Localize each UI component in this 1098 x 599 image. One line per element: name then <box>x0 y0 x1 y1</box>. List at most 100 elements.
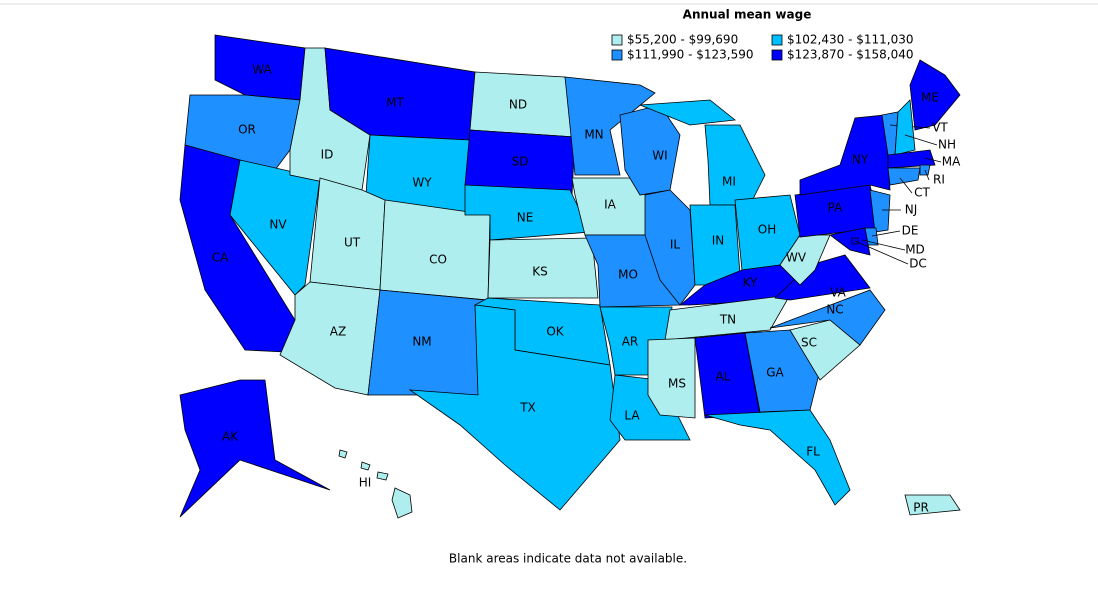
state-label: AK <box>222 430 239 444</box>
state-label: VA <box>830 286 846 300</box>
state-shape <box>391 487 413 519</box>
legend-swatch <box>771 49 783 61</box>
state-shape <box>487 237 599 299</box>
leader-line <box>924 157 942 163</box>
state-label: OK <box>546 325 564 339</box>
state-shape <box>887 167 921 186</box>
legend-label: $111,990 - $123,590 <box>627 48 753 62</box>
state-label: MT <box>386 96 404 110</box>
state-label: IL <box>670 238 681 252</box>
leader-line <box>854 240 909 265</box>
state-label: CA <box>212 251 229 265</box>
state-label: PR <box>913 501 929 515</box>
state-label: DE <box>902 224 919 238</box>
state-shape <box>279 281 381 396</box>
state-shape <box>909 59 961 131</box>
state-label: UT <box>344 236 361 250</box>
state-label: CO <box>429 253 447 267</box>
state-label: NJ <box>905 203 918 217</box>
state-label: ND <box>509 98 527 112</box>
state-label: WY <box>412 176 432 190</box>
state-label: HI <box>359 476 372 490</box>
state-shape <box>779 234 831 286</box>
state-shape <box>647 337 696 419</box>
state-label: KS <box>532 265 548 279</box>
state-label: WA <box>252 63 272 77</box>
state-label: OH <box>758 223 776 237</box>
state-label: KY <box>743 276 758 290</box>
state-label: SC <box>801 336 817 350</box>
state-label: MN <box>584 128 603 142</box>
states: WA OR CA NV ID MT WY UT CO AZ NM ND SD NE KS OK TX MN IA MO… <box>179 34 961 519</box>
legend-swatch <box>611 49 623 61</box>
state-label: NV <box>269 218 287 232</box>
state-label: ME <box>921 91 939 105</box>
state-label: IA <box>604 198 617 212</box>
state-label: NY <box>852 153 869 167</box>
state-shape <box>704 409 851 506</box>
state-label: FL <box>806 445 820 459</box>
state-shape <box>799 114 891 196</box>
state-shape <box>408 304 621 511</box>
state-label: ID <box>321 148 334 162</box>
state-label: IN <box>712 234 725 248</box>
state-label: MO <box>618 268 638 282</box>
state-label: GA <box>766 366 784 380</box>
state-label: TN <box>719 313 736 327</box>
state-label: NE <box>517 211 534 225</box>
state-label: WV <box>786 251 807 265</box>
state-shape <box>769 289 886 346</box>
state-shape <box>309 177 386 291</box>
state-label: NC <box>826 303 843 317</box>
state-label: RI <box>933 173 945 187</box>
state-label: WI <box>652 149 667 163</box>
state-shape <box>869 189 891 233</box>
state-label: NH <box>938 138 956 152</box>
state-shape <box>744 329 821 413</box>
state-label: AL <box>716 370 731 384</box>
legend-label: $123,870 - $158,040 <box>787 48 913 62</box>
state-label: LA <box>624 409 640 423</box>
leader-line <box>871 230 901 237</box>
state-label: OR <box>238 123 256 137</box>
state-label: NM <box>412 335 431 349</box>
leader-line <box>899 177 913 194</box>
state-label: MD <box>905 243 925 257</box>
state-shape <box>338 449 348 459</box>
state-shape <box>829 227 871 256</box>
legend-swatch <box>771 34 783 46</box>
state-shape <box>704 124 766 206</box>
state-shape <box>564 76 656 176</box>
state-label: MI <box>722 175 736 189</box>
state-label: PA <box>828 201 843 215</box>
state-label: MS <box>668 377 686 391</box>
legend-label: $55,200 - $99,690 <box>627 33 738 47</box>
state-label: AZ <box>330 325 346 339</box>
state-label: AR <box>622 335 639 349</box>
state-label: MA <box>942 155 961 169</box>
state-shape <box>639 99 737 126</box>
state-label: TX <box>519 401 536 415</box>
legend-label: $102,430 - $111,030 <box>787 33 913 47</box>
state-label: DC <box>909 257 927 271</box>
footnote: Blank areas indicate data not available. <box>449 552 687 566</box>
leader-line <box>924 169 930 181</box>
legend-swatch <box>611 34 623 46</box>
state-shape <box>179 379 331 518</box>
leader-line <box>904 134 938 146</box>
legend-title: Annual mean wage <box>683 8 812 22</box>
state-shape <box>887 149 936 169</box>
state-shape <box>904 494 961 516</box>
state-label: SD <box>512 155 529 169</box>
state-shape <box>664 294 791 341</box>
state-shape <box>894 99 916 156</box>
state-shape <box>644 189 696 306</box>
legend: $55,200 - $99,690 $102,430 - $111,030 $111… <box>611 33 913 62</box>
leader-line <box>861 239 906 251</box>
state-label: CT <box>914 186 930 200</box>
state-label: VT <box>932 121 948 135</box>
state-shape <box>360 461 371 471</box>
state-shape <box>376 471 389 481</box>
